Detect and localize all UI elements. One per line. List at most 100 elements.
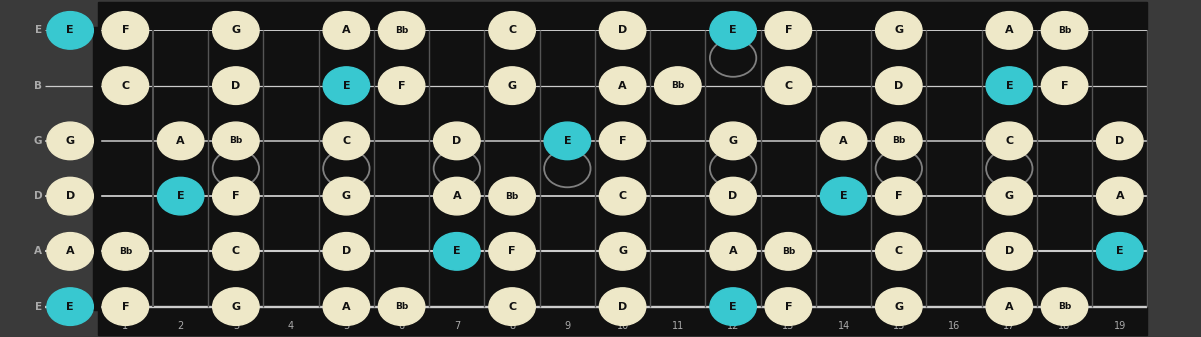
Text: E: E	[66, 25, 74, 35]
Text: Bb: Bb	[1058, 302, 1071, 311]
Text: D: D	[619, 25, 627, 35]
Ellipse shape	[1041, 288, 1088, 326]
Ellipse shape	[986, 233, 1033, 270]
Ellipse shape	[1041, 11, 1088, 49]
Ellipse shape	[378, 288, 425, 326]
Text: D: D	[619, 302, 627, 312]
Text: G: G	[232, 25, 240, 35]
Text: Bb: Bb	[892, 136, 906, 145]
Text: F: F	[508, 246, 516, 256]
Ellipse shape	[710, 11, 757, 49]
Text: 15: 15	[892, 321, 906, 331]
Ellipse shape	[710, 177, 757, 215]
Ellipse shape	[599, 233, 646, 270]
Text: Bb: Bb	[506, 192, 519, 201]
Text: C: C	[508, 302, 516, 312]
Text: F: F	[1060, 81, 1069, 91]
Ellipse shape	[489, 11, 536, 49]
Text: F: F	[121, 25, 130, 35]
Text: E: E	[839, 191, 848, 201]
Text: E: E	[1116, 246, 1124, 256]
Text: E: E	[66, 302, 74, 312]
Ellipse shape	[157, 122, 204, 160]
Text: G: G	[232, 302, 240, 312]
Text: F: F	[895, 191, 903, 201]
Text: A: A	[729, 246, 737, 256]
Text: E: E	[453, 246, 461, 256]
Ellipse shape	[102, 11, 149, 49]
Text: E: E	[35, 302, 42, 312]
Text: A: A	[34, 246, 42, 256]
Ellipse shape	[213, 67, 259, 104]
Text: 5: 5	[343, 321, 349, 331]
Ellipse shape	[876, 122, 922, 160]
FancyBboxPatch shape	[17, 0, 1184, 337]
Ellipse shape	[157, 177, 204, 215]
Text: 1: 1	[123, 321, 129, 331]
Ellipse shape	[710, 233, 757, 270]
Text: 10: 10	[616, 321, 628, 331]
Text: E: E	[342, 81, 351, 91]
Ellipse shape	[876, 233, 922, 270]
Text: F: F	[121, 302, 130, 312]
Text: Bb: Bb	[782, 247, 795, 256]
Text: E: E	[1005, 81, 1014, 91]
Text: G: G	[66, 136, 74, 146]
Ellipse shape	[213, 11, 259, 49]
Text: D: D	[66, 191, 74, 201]
Ellipse shape	[710, 122, 757, 160]
Text: C: C	[121, 81, 130, 91]
Text: C: C	[232, 246, 240, 256]
Ellipse shape	[102, 67, 149, 104]
Text: 18: 18	[1058, 321, 1070, 331]
Ellipse shape	[378, 11, 425, 49]
Text: Bb: Bb	[671, 81, 685, 90]
Text: F: F	[784, 25, 793, 35]
Text: Bb: Bb	[119, 247, 132, 256]
Ellipse shape	[323, 67, 370, 104]
Ellipse shape	[599, 122, 646, 160]
Ellipse shape	[323, 177, 370, 215]
Text: F: F	[232, 191, 240, 201]
Ellipse shape	[765, 288, 812, 326]
Text: C: C	[342, 136, 351, 146]
Ellipse shape	[876, 177, 922, 215]
Ellipse shape	[1097, 177, 1143, 215]
Ellipse shape	[323, 122, 370, 160]
Ellipse shape	[599, 288, 646, 326]
Text: 19: 19	[1113, 321, 1125, 331]
Ellipse shape	[434, 122, 480, 160]
Text: E: E	[177, 191, 185, 201]
Text: 13: 13	[782, 321, 794, 331]
Text: C: C	[1005, 136, 1014, 146]
Text: G: G	[619, 246, 627, 256]
Ellipse shape	[710, 288, 757, 326]
Text: 3: 3	[233, 321, 239, 331]
Text: 7: 7	[454, 321, 460, 331]
Ellipse shape	[765, 67, 812, 104]
Ellipse shape	[765, 11, 812, 49]
Ellipse shape	[876, 288, 922, 326]
Ellipse shape	[655, 67, 701, 104]
Text: A: A	[342, 302, 351, 312]
Text: E: E	[35, 25, 42, 35]
Text: A: A	[619, 81, 627, 91]
Ellipse shape	[213, 233, 259, 270]
Text: C: C	[784, 81, 793, 91]
Ellipse shape	[986, 122, 1033, 160]
Ellipse shape	[986, 288, 1033, 326]
Text: F: F	[398, 81, 406, 91]
Ellipse shape	[1097, 233, 1143, 270]
Text: A: A	[1005, 25, 1014, 35]
Text: G: G	[895, 302, 903, 312]
Text: D: D	[453, 136, 461, 146]
Ellipse shape	[820, 122, 867, 160]
Ellipse shape	[434, 233, 480, 270]
Ellipse shape	[489, 177, 536, 215]
Ellipse shape	[986, 67, 1033, 104]
Ellipse shape	[820, 177, 867, 215]
Text: G: G	[508, 81, 516, 91]
Ellipse shape	[544, 122, 591, 160]
Text: F: F	[619, 136, 627, 146]
Ellipse shape	[378, 67, 425, 104]
